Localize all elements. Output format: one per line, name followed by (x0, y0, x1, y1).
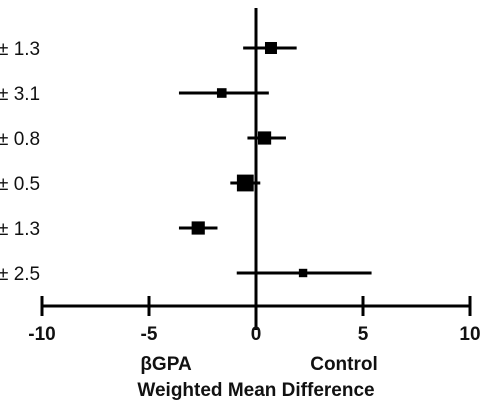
point-estimate (264, 42, 277, 54)
left-side-label: βGPA (140, 354, 192, 375)
point-estimate (298, 268, 308, 278)
ticks-layer: -10 -5 0 5 10 (28, 296, 481, 345)
rows-layer: ± 1.3 ± 3.1 ± 0.8 ± 0.5 ± 1.3 ± 2.5 (0, 39, 372, 285)
point-estimate (191, 221, 205, 235)
row-label: ± 1.3 (0, 39, 40, 60)
row-label: ± 3.1 (0, 84, 40, 105)
right-side-label: Control (310, 354, 378, 375)
x-tick-label: -10 (28, 324, 55, 345)
row-label: ± 1.3 (0, 219, 40, 240)
point-estimate (257, 131, 272, 145)
x-axis-title: Weighted Mean Difference (137, 380, 374, 401)
point-estimate (236, 174, 254, 192)
row-label: ± 2.5 (0, 264, 40, 285)
row-label: ± 0.8 (0, 129, 40, 150)
axis-layer (42, 8, 470, 330)
x-tick-label: 5 (358, 324, 369, 345)
x-tick-label: 0 (251, 324, 262, 345)
x-tick-label: -5 (141, 324, 158, 345)
row-label: ± 0.5 (0, 174, 40, 195)
x-tick-label: 10 (459, 324, 480, 345)
point-estimate (216, 88, 227, 98)
